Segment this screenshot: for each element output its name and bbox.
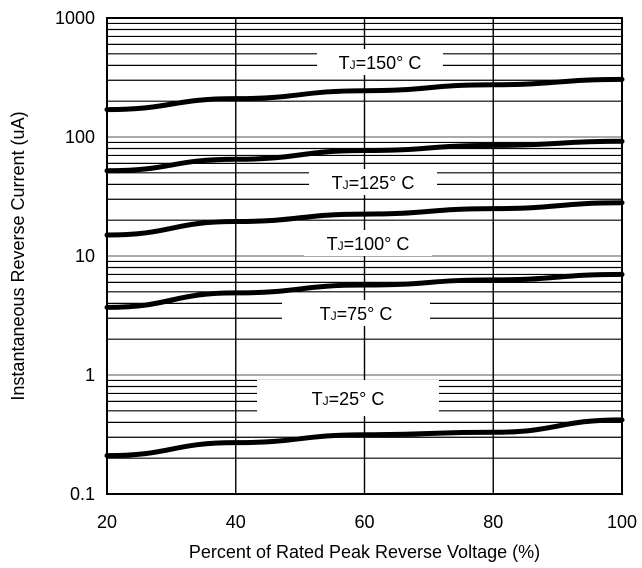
y-tick-label: 1000 <box>55 8 95 28</box>
x-axis-title: Percent of Rated Peak Reverse Voltage (%… <box>189 542 540 562</box>
y-tick-label: 1 <box>85 365 95 385</box>
x-tick-label: 60 <box>354 512 374 532</box>
series-label-3: TJ=75° C <box>320 304 393 324</box>
series-label-0: TJ=150° C <box>339 53 422 73</box>
curve-labels: TJ=150° C TJ=125° C TJ=100° C TJ=75° C TJ=25… <box>257 49 443 416</box>
tick-labels: 20 40 60 80 100 0.1 1 10 100 1000 <box>55 8 637 532</box>
series-label-box-0 <box>317 49 443 75</box>
plot-frame <box>106 17 623 495</box>
x-tick-label: 20 <box>97 512 117 532</box>
x-tick-label: 80 <box>483 512 503 532</box>
series-line-0 <box>104 76 625 113</box>
series-label-box-2 <box>304 230 432 256</box>
series-line-3 <box>104 271 625 310</box>
curves <box>104 76 625 459</box>
x-tick-label: 40 <box>226 512 246 532</box>
y-tick-label: 0.1 <box>70 484 95 504</box>
y-tick-label: 100 <box>65 127 95 147</box>
series-label-2: TJ=100° C <box>327 234 410 254</box>
series-label-1: TJ=125° C <box>332 173 415 193</box>
series-line-4 <box>104 417 625 459</box>
y-tick-label: 10 <box>75 246 95 266</box>
series-label-box-1 <box>309 169 437 195</box>
series-line-1 <box>104 138 625 174</box>
series-label-4: TJ=25° C <box>312 389 385 409</box>
series-label-box-3 <box>282 300 430 326</box>
series-label-box-4 <box>257 380 439 416</box>
series-line-2 <box>104 200 625 238</box>
x-tick-label: 100 <box>607 512 637 532</box>
y-axis-title: Instantaneous Reverse Current (uA) <box>8 111 28 400</box>
